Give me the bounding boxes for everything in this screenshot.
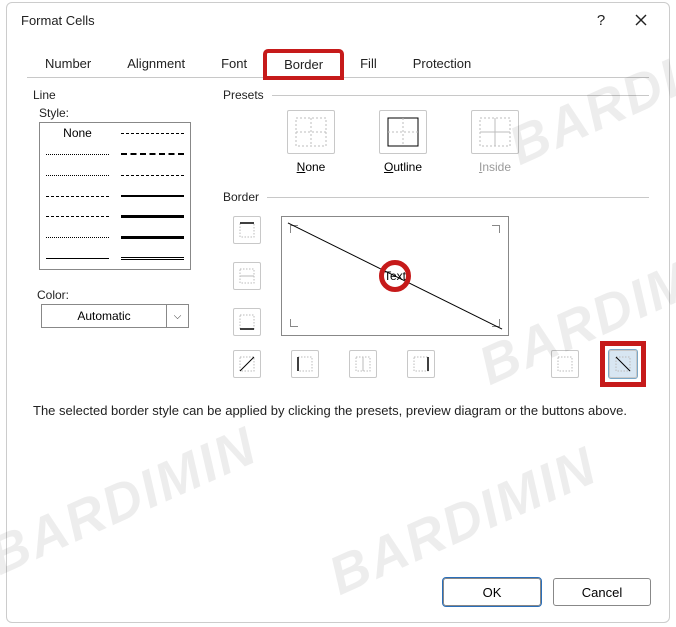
preset-outline-icon [379,110,427,154]
line-style-none: None [63,126,92,140]
line-style-option[interactable] [40,248,115,269]
preset-none[interactable]: None [279,110,343,174]
dialog-footer: OK Cancel [443,578,651,606]
border-top-button[interactable] [233,216,261,244]
close-icon [635,14,647,26]
tab-font[interactable]: Font [203,51,265,78]
line-group-label: Line [33,88,203,102]
border-left-button[interactable] [291,350,319,378]
line-style-option[interactable] [115,123,190,144]
content-area: Line Style: None [7,78,669,392]
line-color-value: Automatic [42,309,166,323]
line-style-option[interactable] [115,248,190,269]
line-style-option[interactable] [40,186,115,207]
border-none-small-button[interactable] [551,350,579,378]
tab-protection[interactable]: Protection [395,51,490,78]
preset-none-label: None [297,160,326,174]
presets-header: Presets [223,88,649,102]
border-diagonal-down-button[interactable] [609,350,637,378]
line-style-option[interactable] [40,206,115,227]
line-style-option[interactable] [115,144,190,165]
preset-inside-icon [471,110,519,154]
tab-alignment[interactable]: Alignment [109,51,203,78]
border-diagonal-up-button[interactable] [233,350,261,378]
border-middle-h-button[interactable] [233,262,261,290]
border-bottom-button[interactable] [233,308,261,336]
line-color-select[interactable]: Automatic ⌵ [41,304,189,328]
preset-inside-label: Inside [479,160,511,174]
tab-row: Number Alignment Font Border Fill Protec… [7,51,669,78]
preset-outline[interactable]: Outline [371,110,435,174]
line-style-option[interactable] [40,165,115,186]
border-right-button[interactable] [407,350,435,378]
line-style-option[interactable] [115,165,190,186]
line-column: Line Style: None [33,88,203,392]
border-area: Text [223,212,649,392]
preset-outline-label: Outline [384,160,422,174]
ok-button[interactable]: OK [443,578,541,606]
border-side-buttons-left [233,216,261,336]
border-side-buttons-bottom [233,350,637,378]
main-column: Presets None [223,88,649,392]
help-button[interactable]: ? [581,5,621,35]
line-color-label: Color: [37,288,203,302]
line-styles-list[interactable]: None [39,122,191,270]
line-style-option[interactable] [115,186,190,207]
chevron-down-icon: ⌵ [166,305,188,327]
tab-number[interactable]: Number [27,51,109,78]
line-style-option[interactable]: None [40,123,115,144]
tab-border[interactable]: Border [265,51,342,78]
line-style-option[interactable] [115,227,190,248]
preset-none-icon [287,110,335,154]
border-preview[interactable]: Text [281,216,509,336]
highlight-circle [379,260,411,292]
tab-fill[interactable]: Fill [342,51,395,78]
dialog-title: Format Cells [21,13,581,28]
hint-text: The selected border style can be applied… [33,403,649,418]
presets-row: None Outline [223,110,649,174]
cancel-button[interactable]: Cancel [553,578,651,606]
border-middle-v-button[interactable] [349,350,377,378]
titlebar: Format Cells ? [7,3,669,37]
border-header: Border [223,190,649,204]
line-style-option[interactable] [40,227,115,248]
line-style-option[interactable] [40,144,115,165]
format-cells-dialog: Format Cells ? Number Alignment Font Bor… [6,2,670,623]
line-style-label: Style: [39,106,203,120]
line-style-option[interactable] [115,206,190,227]
close-button[interactable] [621,5,661,35]
preset-inside[interactable]: Inside [463,110,527,174]
